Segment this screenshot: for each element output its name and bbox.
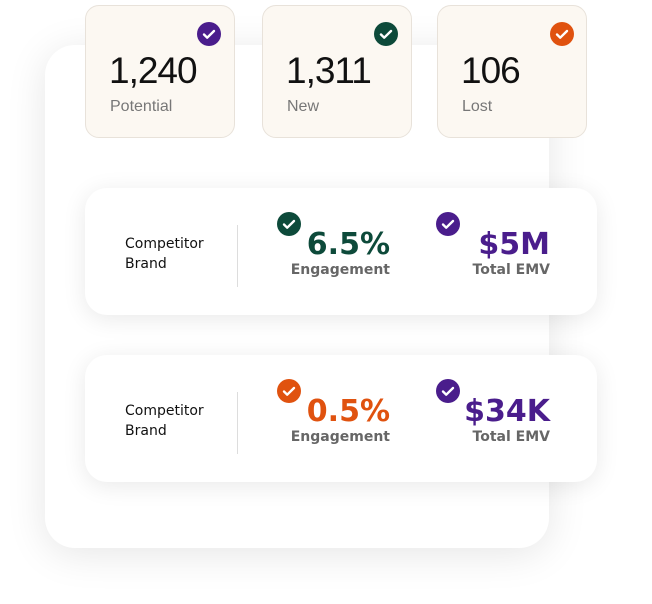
emv-label: Total EMV xyxy=(472,262,550,278)
stat-label: Potential xyxy=(110,98,173,115)
check-badge xyxy=(197,22,221,46)
comparison-card: Competitor Brand 0.5% Engagement $34K To… xyxy=(85,355,597,482)
divider xyxy=(237,225,238,287)
emv-metric: $34K Total EMV xyxy=(464,394,550,446)
stat-label: Lost xyxy=(462,98,493,115)
engagement-label: Engagement xyxy=(290,429,390,445)
check-badge xyxy=(374,22,398,46)
emv-label: Total EMV xyxy=(472,429,550,445)
stat-card: 106 Lost xyxy=(437,5,587,138)
stat-card: 1,311 New xyxy=(262,5,412,138)
divider xyxy=(237,392,238,454)
check-badge xyxy=(436,212,460,236)
stat-value: 106 xyxy=(461,50,521,91)
stat-label: New xyxy=(287,98,320,115)
emv-metric: $5M Total EMV xyxy=(472,227,550,279)
brand-name: Competitor Brand xyxy=(125,403,204,439)
engagement-value: 6.5% xyxy=(306,227,390,262)
comparison-card: Competitor Brand 6.5% Engagement $5M Tot… xyxy=(85,188,597,315)
brand-name: Competitor Brand xyxy=(125,236,204,272)
emv-value: $5M xyxy=(478,227,550,262)
emv-value: $34K xyxy=(464,394,550,429)
check-badge xyxy=(277,379,301,403)
check-badge xyxy=(550,22,574,46)
engagement-label: Engagement xyxy=(290,262,390,278)
stat-value: 1,240 xyxy=(109,50,198,91)
engagement-metric: 6.5% Engagement xyxy=(290,227,390,279)
check-badge xyxy=(436,379,460,403)
engagement-value: 0.5% xyxy=(306,394,390,429)
stat-value: 1,311 xyxy=(286,50,372,91)
check-badge xyxy=(277,212,301,236)
stat-card: 1,240 Potential xyxy=(85,5,235,138)
engagement-metric: 0.5% Engagement xyxy=(290,394,390,446)
